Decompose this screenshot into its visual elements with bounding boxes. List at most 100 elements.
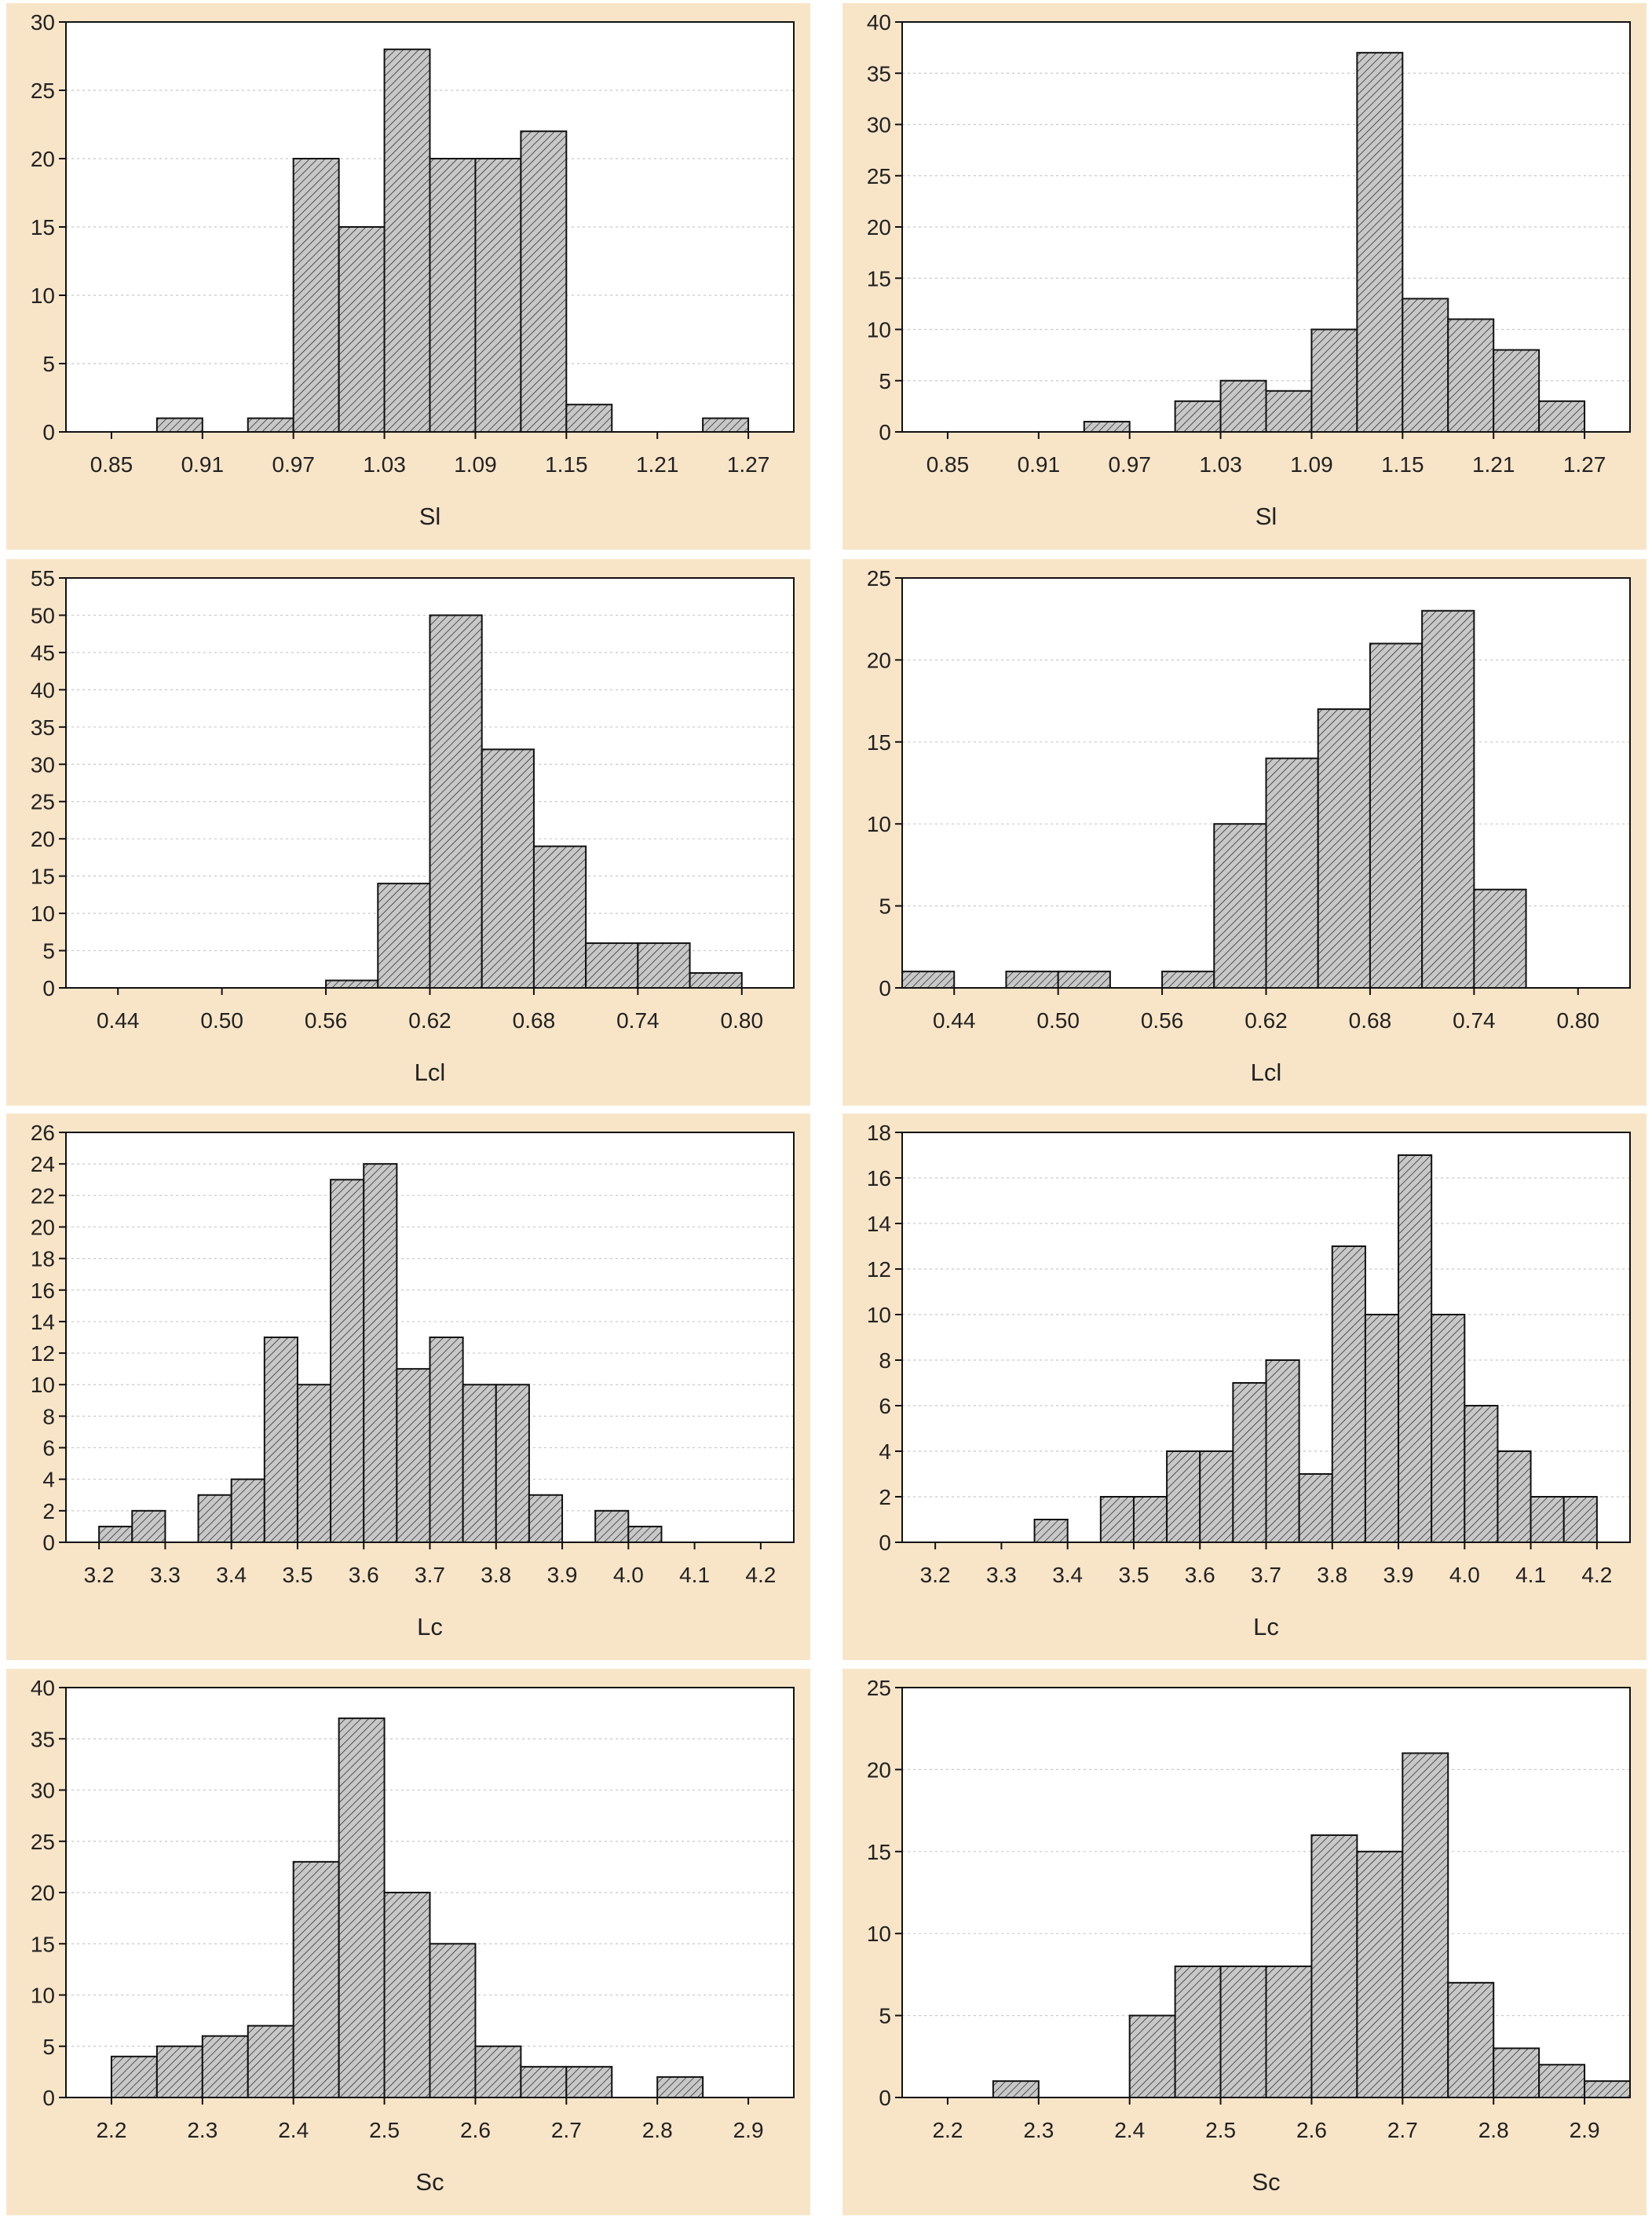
histogram-bar bbox=[1562, 1496, 1598, 1543]
histogram-panel: 0 5 10 15 20 25 0.44 0.50 0.56 0.62 0.68 0.74 0.80 Lc… bbox=[842, 559, 1647, 1106]
x-tick-label: 3.7 bbox=[1251, 1563, 1281, 1587]
y-tick-label: 14 bbox=[31, 1310, 55, 1334]
histogram-bar bbox=[197, 1494, 232, 1543]
x-tick-label: 2.7 bbox=[1387, 2118, 1418, 2142]
y-tick-label: 35 bbox=[867, 61, 891, 86]
histogram-bar bbox=[1033, 1519, 1069, 1543]
x-tick-label: 0.62 bbox=[408, 1008, 451, 1033]
x-tick-label: 0.97 bbox=[272, 452, 315, 477]
histogram-bar bbox=[1493, 349, 1541, 433]
y-tick-label: 10 bbox=[31, 902, 55, 926]
x-tick-label: 0.50 bbox=[200, 1008, 243, 1033]
histogram-bar bbox=[155, 2045, 203, 2098]
histogram-bar bbox=[1530, 1496, 1565, 1543]
histogram-bar bbox=[520, 2065, 568, 2099]
histogram-bar bbox=[292, 1860, 340, 2098]
histogram-bar bbox=[1166, 1450, 1201, 1543]
histogram-bar bbox=[325, 979, 379, 989]
y-tick-label: 8 bbox=[42, 1404, 55, 1428]
x-tick-label: 1.03 bbox=[363, 452, 406, 477]
y-tick-label: 0 bbox=[42, 420, 55, 444]
histogram-bar bbox=[565, 404, 613, 433]
histogram-bar bbox=[1219, 379, 1267, 433]
x-tick-label: 0.85 bbox=[90, 452, 133, 477]
y-tick-label: 4 bbox=[879, 1439, 891, 1464]
y-tick-label: 35 bbox=[31, 1727, 55, 1751]
x-tick-label: 0.50 bbox=[1036, 1008, 1080, 1033]
histogram-svg: 0 5 10 15 20 25 0.44 0.50 0.56 0.62 0.68 0.74 0.80 Lc… bbox=[867, 566, 1631, 1086]
x-tick-label: 2.5 bbox=[1205, 2118, 1236, 2142]
y-tick-label: 16 bbox=[31, 1278, 55, 1303]
y-tick-label: 6 bbox=[879, 1394, 891, 1418]
histogram-bar bbox=[230, 1478, 265, 1544]
histogram-bar bbox=[1128, 2014, 1176, 2099]
histogram-bar bbox=[1298, 1473, 1333, 1543]
histogram-bar bbox=[1265, 1965, 1313, 2098]
x-tick-label: 0.80 bbox=[1557, 1008, 1600, 1033]
y-tick-label: 30 bbox=[31, 1779, 55, 1803]
x-tick-label: 0.80 bbox=[721, 1008, 764, 1033]
histogram-bar bbox=[396, 1368, 431, 1543]
x-tick-label: 4.0 bbox=[1449, 1563, 1480, 1587]
histogram-panel: 0 5 10 15 20 25 30 35 40 2.2 2.3 2.4 2.5 2.6 2.7 2.8 2.9… bbox=[6, 1669, 810, 2215]
x-tick-label: 1.27 bbox=[727, 452, 770, 477]
histogram-bar bbox=[1132, 1496, 1168, 1543]
histogram-bar bbox=[702, 417, 750, 433]
x-tick-label: 1.15 bbox=[545, 452, 588, 477]
histogram-bar bbox=[1421, 609, 1475, 989]
x-tick-label: 2.9 bbox=[733, 2118, 764, 2142]
x-tick-label: 3.9 bbox=[1383, 1563, 1414, 1587]
x-axis-title: Lcl bbox=[415, 1059, 446, 1086]
y-tick-label: 0 bbox=[42, 2086, 55, 2110]
x-tick-label: 1.21 bbox=[636, 452, 679, 477]
histogram-bar bbox=[1265, 390, 1313, 433]
x-tick-label: 3.6 bbox=[349, 1563, 379, 1587]
histogram-panel: 0 5 10 15 20 25 30 35 40 0.85 0.91 0.97 1.03 1.09 1.15… bbox=[842, 3, 1647, 550]
y-tick-label: 50 bbox=[31, 603, 55, 627]
y-tick-label: 40 bbox=[31, 1676, 55, 1700]
histogram-svg: 0 5 10 15 20 25 2.2 2.3 2.4 2.5 2.6 2.7 2.8 2.9 Sc bbox=[867, 1676, 1631, 2196]
histogram-bar bbox=[1497, 1450, 1532, 1543]
histogram-bar bbox=[992, 2080, 1040, 2098]
histogram-bar bbox=[594, 1509, 630, 1544]
histogram-bar bbox=[1083, 420, 1131, 433]
x-tick-label: 0.74 bbox=[616, 1008, 660, 1033]
x-tick-label: 3.2 bbox=[920, 1563, 951, 1587]
histogram-bar bbox=[520, 130, 568, 433]
histogram-bar bbox=[1356, 1850, 1404, 2099]
y-tick-label: 20 bbox=[867, 1757, 891, 1782]
histogram-bar bbox=[1331, 1245, 1366, 1543]
y-tick-label: 35 bbox=[31, 715, 55, 740]
y-tick-label: 15 bbox=[31, 215, 55, 240]
histogram-bar bbox=[1174, 400, 1222, 433]
y-tick-label: 40 bbox=[31, 678, 55, 702]
histogram-bar bbox=[263, 1337, 298, 1543]
histogram-bar bbox=[656, 2076, 704, 2099]
x-axis-title: Sc bbox=[415, 2168, 444, 2196]
y-tick-label: 30 bbox=[31, 752, 55, 777]
histogram-bar bbox=[1199, 1450, 1234, 1543]
x-tick-label: 3.2 bbox=[84, 1563, 115, 1587]
histogram-bar bbox=[532, 845, 587, 989]
y-tick-label: 25 bbox=[31, 1830, 55, 1854]
histogram-bar bbox=[1213, 823, 1267, 989]
y-tick-label: 18 bbox=[867, 1121, 891, 1145]
y-tick-label: 20 bbox=[867, 215, 891, 240]
x-axis-title: Sl bbox=[419, 503, 441, 530]
histogram-bar bbox=[383, 1892, 431, 2098]
y-tick-label: 8 bbox=[879, 1348, 891, 1373]
y-tick-label: 10 bbox=[867, 318, 891, 342]
histogram-bar bbox=[110, 2055, 158, 2098]
x-tick-label: 2.8 bbox=[642, 2118, 673, 2142]
histogram-bar bbox=[98, 1525, 133, 1544]
histogram-bar bbox=[1464, 1405, 1499, 1543]
histogram-bar bbox=[1265, 1359, 1300, 1543]
x-tick-label: 2.3 bbox=[1023, 2118, 1054, 2142]
x-tick-label: 4.1 bbox=[1515, 1563, 1546, 1587]
y-tick-label: 10 bbox=[31, 1984, 55, 2008]
x-tick-label: 3.3 bbox=[150, 1563, 181, 1587]
y-tick-label: 25 bbox=[867, 164, 891, 188]
y-tick-label: 5 bbox=[42, 2035, 55, 2059]
histogram-panel: 0 2 4 6 8 10 12 14 16 18 20 22 24 26 3.2 3.3 3.4 3.5 3.6 3.… bbox=[6, 1114, 810, 1660]
y-tick-label: 0 bbox=[879, 2086, 891, 2110]
